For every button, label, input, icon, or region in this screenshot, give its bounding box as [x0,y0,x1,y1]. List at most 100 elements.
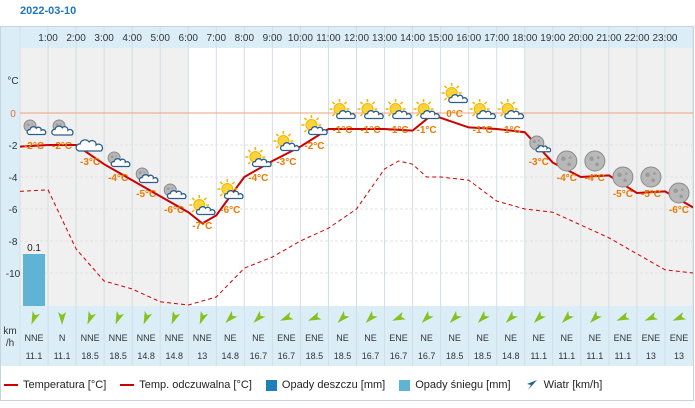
wind-speed-label: 18.5 [334,351,352,361]
temp-point-label: -1°C [473,125,493,136]
wind-arrow-icon [225,310,238,323]
wind-arrow-icon [505,310,518,323]
wind-direction-label: NE [504,333,517,343]
legend-snow: Opady śniegu [mm] [399,379,511,391]
chart-legend: Temperatura [°C] Temp. odczuwalna [°C] O… [4,374,692,396]
y-tick-label: -2 [9,141,18,152]
night-partly-cloudy-icon [135,167,159,184]
sun-cloud-icon [217,179,244,200]
wind-direction-label: NNE [137,333,156,343]
wind-arrow-icon [449,310,462,323]
wind-speed-label: 13 [197,351,207,361]
wind-arrow-icon [307,311,322,321]
wind-direction-label: ENE [389,333,408,343]
wind-direction-label: NNE [81,333,100,343]
wind-direction-label: N [59,333,66,343]
wind-direction-label: NE [589,333,602,343]
hour-band [664,48,693,306]
temp-point-label: -4°C [557,173,577,184]
moon-icon [612,166,634,188]
hour-label: 2:00 [66,33,86,44]
wind-arrow-icon [279,311,294,321]
wind-direction-label: NE [420,333,433,343]
wind-direction-label: NNE [165,333,184,343]
wind-speed-label: 16.7 [390,351,408,361]
hour-label: 6:00 [179,33,199,44]
temp-point-label: -2°C [52,141,72,152]
wind-direction-label: NE [364,333,377,343]
wind-speed-label: 16.7 [418,351,436,361]
sun-cloud-icon [441,83,468,104]
wind-speed-label: 13 [674,351,684,361]
sun-cloud-icon [469,99,497,120]
wind-arrow-icon [31,310,40,325]
sun-cloud-icon [357,99,384,120]
y-tick-label: °C [7,76,18,87]
legend-snow-label: Opady śniegu [mm] [415,379,511,391]
axis-strip [0,26,20,366]
hour-label: 12:00 [344,33,369,44]
wind-speed-label: 18.5 [446,351,464,361]
sun-cloud-icon [497,99,525,120]
temp-point-label: -6°C [220,205,240,216]
wind-speed-label: 18.5 [109,351,127,361]
wind-speed-label: 18.5 [306,351,324,361]
moon-icon [556,150,578,172]
temp-point-label: -6°C [164,205,184,216]
wind-arrow-icon [616,311,630,321]
hour-label: 13:00 [372,33,397,44]
legend-rain: Opady deszczu [mm] [265,379,386,391]
wind-arrow-icon [644,311,659,321]
series-temp-line [19,113,694,225]
night-partly-cloudy-icon [23,119,47,136]
night-partly-cloudy-icon [163,183,187,200]
wind-direction-label: NE [252,333,265,343]
wind-arrow-icon [253,310,266,323]
wind-speed-label: 11.1 [614,351,631,361]
wind-direction-label: NE [561,333,574,343]
wind-speed-label: 11.1 [530,351,547,361]
wind-arrow-icon [87,310,97,325]
temp-point-label: -5°C [641,189,661,200]
hour-band [160,48,189,306]
wind-speed-label: 14.8 [502,351,520,361]
y-tick-label: -10 [6,269,21,280]
wind-speed-label: 16.7 [362,351,380,361]
temp-point-label: -2°C [24,141,44,152]
night-cloudy-icon [51,119,74,136]
moon-icon [584,150,606,172]
sun-cloud-icon [273,131,300,152]
legend-snow-swatch [399,379,411,391]
wind-direction-label: ENE [305,333,324,343]
wind-direction-label: NNE [25,333,44,343]
hour-label: 16:00 [456,33,481,44]
wind-arrow-icon [421,310,434,323]
moon-icon [640,166,662,188]
wind-direction-label: ENE [614,333,633,343]
hour-band [300,48,329,306]
wind-speed-label: 16.7 [250,351,268,361]
wind-direction-label: NE [224,333,237,343]
night-partly-cloudy-icon [107,151,131,168]
temp-point-label: -2°C [304,141,324,152]
temp-point-label: -6°C [669,205,689,216]
cloud-icon [75,139,104,152]
temp-point-label: -4°C [585,173,605,184]
wind-speed-label: 14.8 [222,351,240,361]
wind-unit-label: /h [6,338,14,349]
hour-label: 11:00 [316,33,341,44]
legend-temp-swatch [4,384,18,386]
temp-point-label: -4°C [108,173,128,184]
wind-speed-label: 11.1 [54,351,71,361]
y-tick-label: 0 [10,109,16,120]
legend-rain-label: Opady deszczu [mm] [281,379,386,391]
temp-point-label: -1°C [360,125,380,136]
hour-label: 9:00 [263,33,283,44]
hour-label: 17:00 [484,33,509,44]
sun-cloud-icon [413,99,440,120]
temp-point-label: -1°C [501,125,521,136]
hour-label: 23:00 [652,33,677,44]
precip-label: 0.1 [27,243,41,254]
wind-arrow-icon [477,310,490,323]
wind-arrow-icon [365,310,378,323]
